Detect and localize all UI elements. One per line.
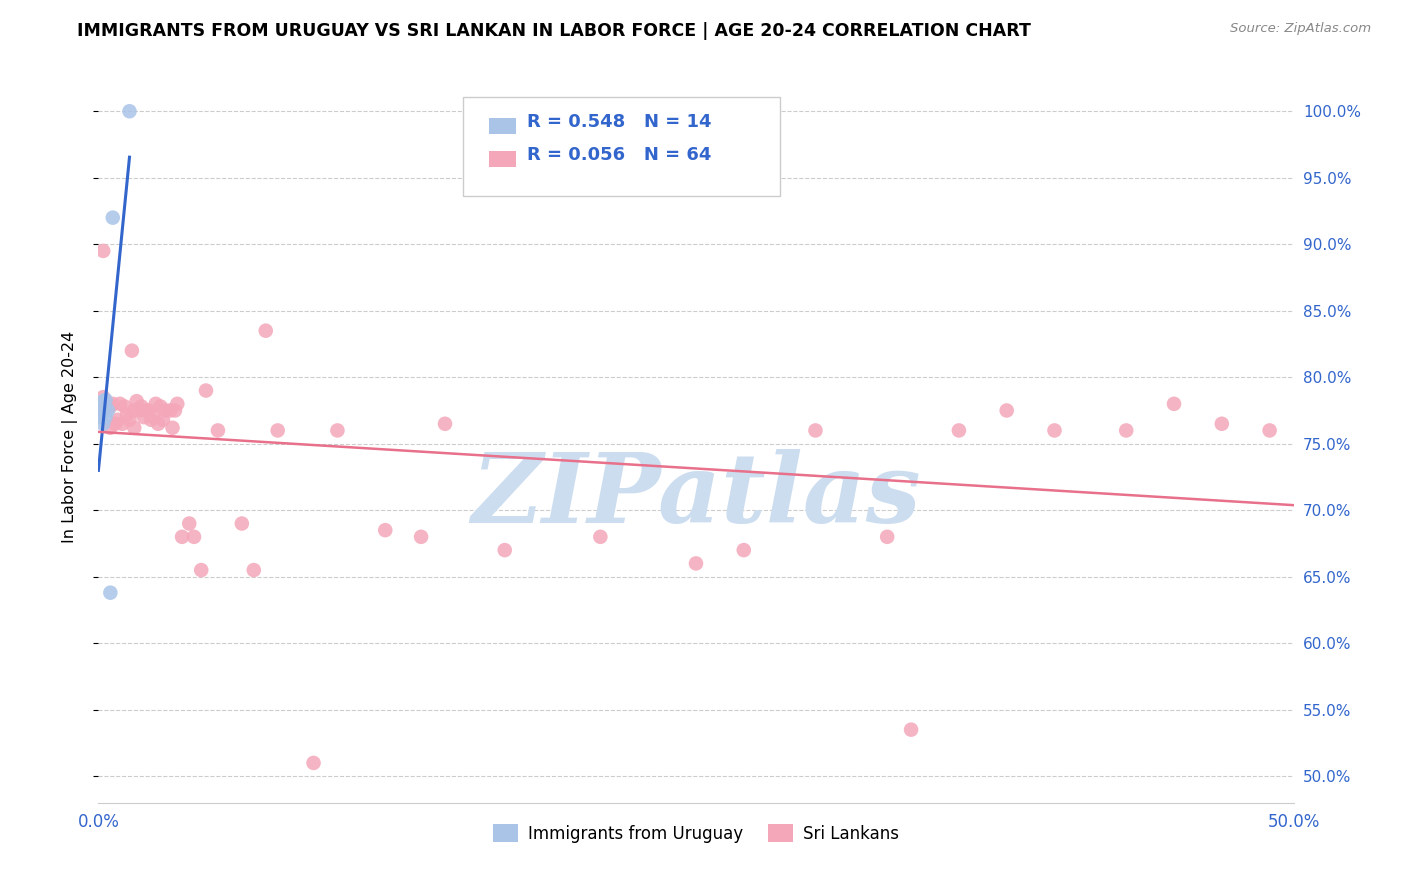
- Point: [948, 424, 970, 438]
- Point: [90, 397, 112, 411]
- Point: [1258, 424, 1281, 438]
- Point: [1211, 417, 1233, 431]
- Point: [108, 397, 131, 411]
- Point: [195, 384, 218, 398]
- Point: [94, 392, 117, 407]
- Point: [152, 413, 174, 427]
- Point: [91, 403, 114, 417]
- Point: [434, 417, 457, 431]
- Point: [90, 403, 112, 417]
- Point: [125, 394, 148, 409]
- Point: [207, 424, 229, 438]
- Point: [411, 530, 433, 544]
- Point: [101, 397, 124, 411]
- Point: [91, 394, 114, 409]
- Point: [101, 211, 124, 225]
- Point: [589, 530, 612, 544]
- FancyBboxPatch shape: [489, 151, 516, 167]
- Point: [900, 723, 922, 737]
- Point: [148, 417, 170, 431]
- Y-axis label: In Labor Force | Age 20-24: In Labor Force | Age 20-24: [62, 331, 77, 543]
- Point: [172, 530, 194, 544]
- Point: [139, 413, 162, 427]
- Point: [118, 413, 141, 427]
- Point: [107, 413, 129, 427]
- Point: [1163, 397, 1185, 411]
- FancyBboxPatch shape: [489, 118, 516, 135]
- Point: [179, 516, 201, 531]
- Point: [142, 410, 165, 425]
- Point: [149, 400, 172, 414]
- Text: Source: ZipAtlas.com: Source: ZipAtlas.com: [1230, 22, 1371, 36]
- Point: [124, 421, 146, 435]
- Point: [90, 410, 112, 425]
- Text: R = 0.056   N = 64: R = 0.056 N = 64: [527, 146, 711, 164]
- Text: IMMIGRANTS FROM URUGUAY VS SRI LANKAN IN LABOR FORCE | AGE 20-24 CORRELATION CHA: IMMIGRANTS FROM URUGUAY VS SRI LANKAN IN…: [77, 22, 1031, 40]
- Point: [97, 403, 120, 417]
- Point: [114, 400, 136, 414]
- Point: [131, 400, 153, 414]
- Point: [94, 397, 117, 411]
- Legend: Immigrants from Uruguay, Sri Lankans: Immigrants from Uruguay, Sri Lankans: [486, 818, 905, 849]
- Point: [166, 397, 188, 411]
- Point: [159, 403, 181, 417]
- Text: R = 0.548   N = 14: R = 0.548 N = 14: [527, 113, 711, 131]
- Point: [326, 424, 349, 438]
- Point: [132, 410, 155, 425]
- Point: [138, 403, 160, 417]
- FancyBboxPatch shape: [463, 97, 780, 195]
- Point: [804, 424, 827, 438]
- Point: [267, 424, 290, 438]
- Point: [733, 543, 755, 558]
- Point: [90, 397, 112, 411]
- Point: [94, 400, 117, 414]
- Point: [254, 324, 277, 338]
- Point: [91, 390, 114, 404]
- Point: [135, 403, 157, 417]
- Point: [302, 756, 325, 770]
- Text: ZIPatlas: ZIPatlas: [471, 449, 921, 542]
- Point: [104, 417, 127, 431]
- Point: [94, 410, 117, 425]
- Point: [995, 403, 1018, 417]
- Point: [183, 530, 205, 544]
- Point: [98, 585, 122, 599]
- Point: [231, 516, 253, 531]
- Point: [155, 403, 177, 417]
- Point: [1043, 424, 1066, 438]
- Point: [685, 557, 707, 571]
- Point: [91, 244, 114, 258]
- Point: [374, 523, 396, 537]
- Point: [243, 563, 266, 577]
- Point: [876, 530, 898, 544]
- Point: [115, 408, 138, 422]
- Point: [91, 417, 114, 431]
- Point: [128, 403, 150, 417]
- Point: [1115, 424, 1137, 438]
- Point: [163, 403, 186, 417]
- Point: [111, 417, 134, 431]
- Point: [98, 421, 122, 435]
- Point: [190, 563, 212, 577]
- Point: [145, 397, 167, 411]
- Point: [124, 403, 146, 417]
- Point: [118, 104, 141, 119]
- Point: [91, 400, 114, 414]
- Point: [121, 343, 143, 358]
- Point: [98, 400, 122, 414]
- Point: [494, 543, 516, 558]
- Point: [162, 421, 184, 435]
- Point: [97, 397, 120, 411]
